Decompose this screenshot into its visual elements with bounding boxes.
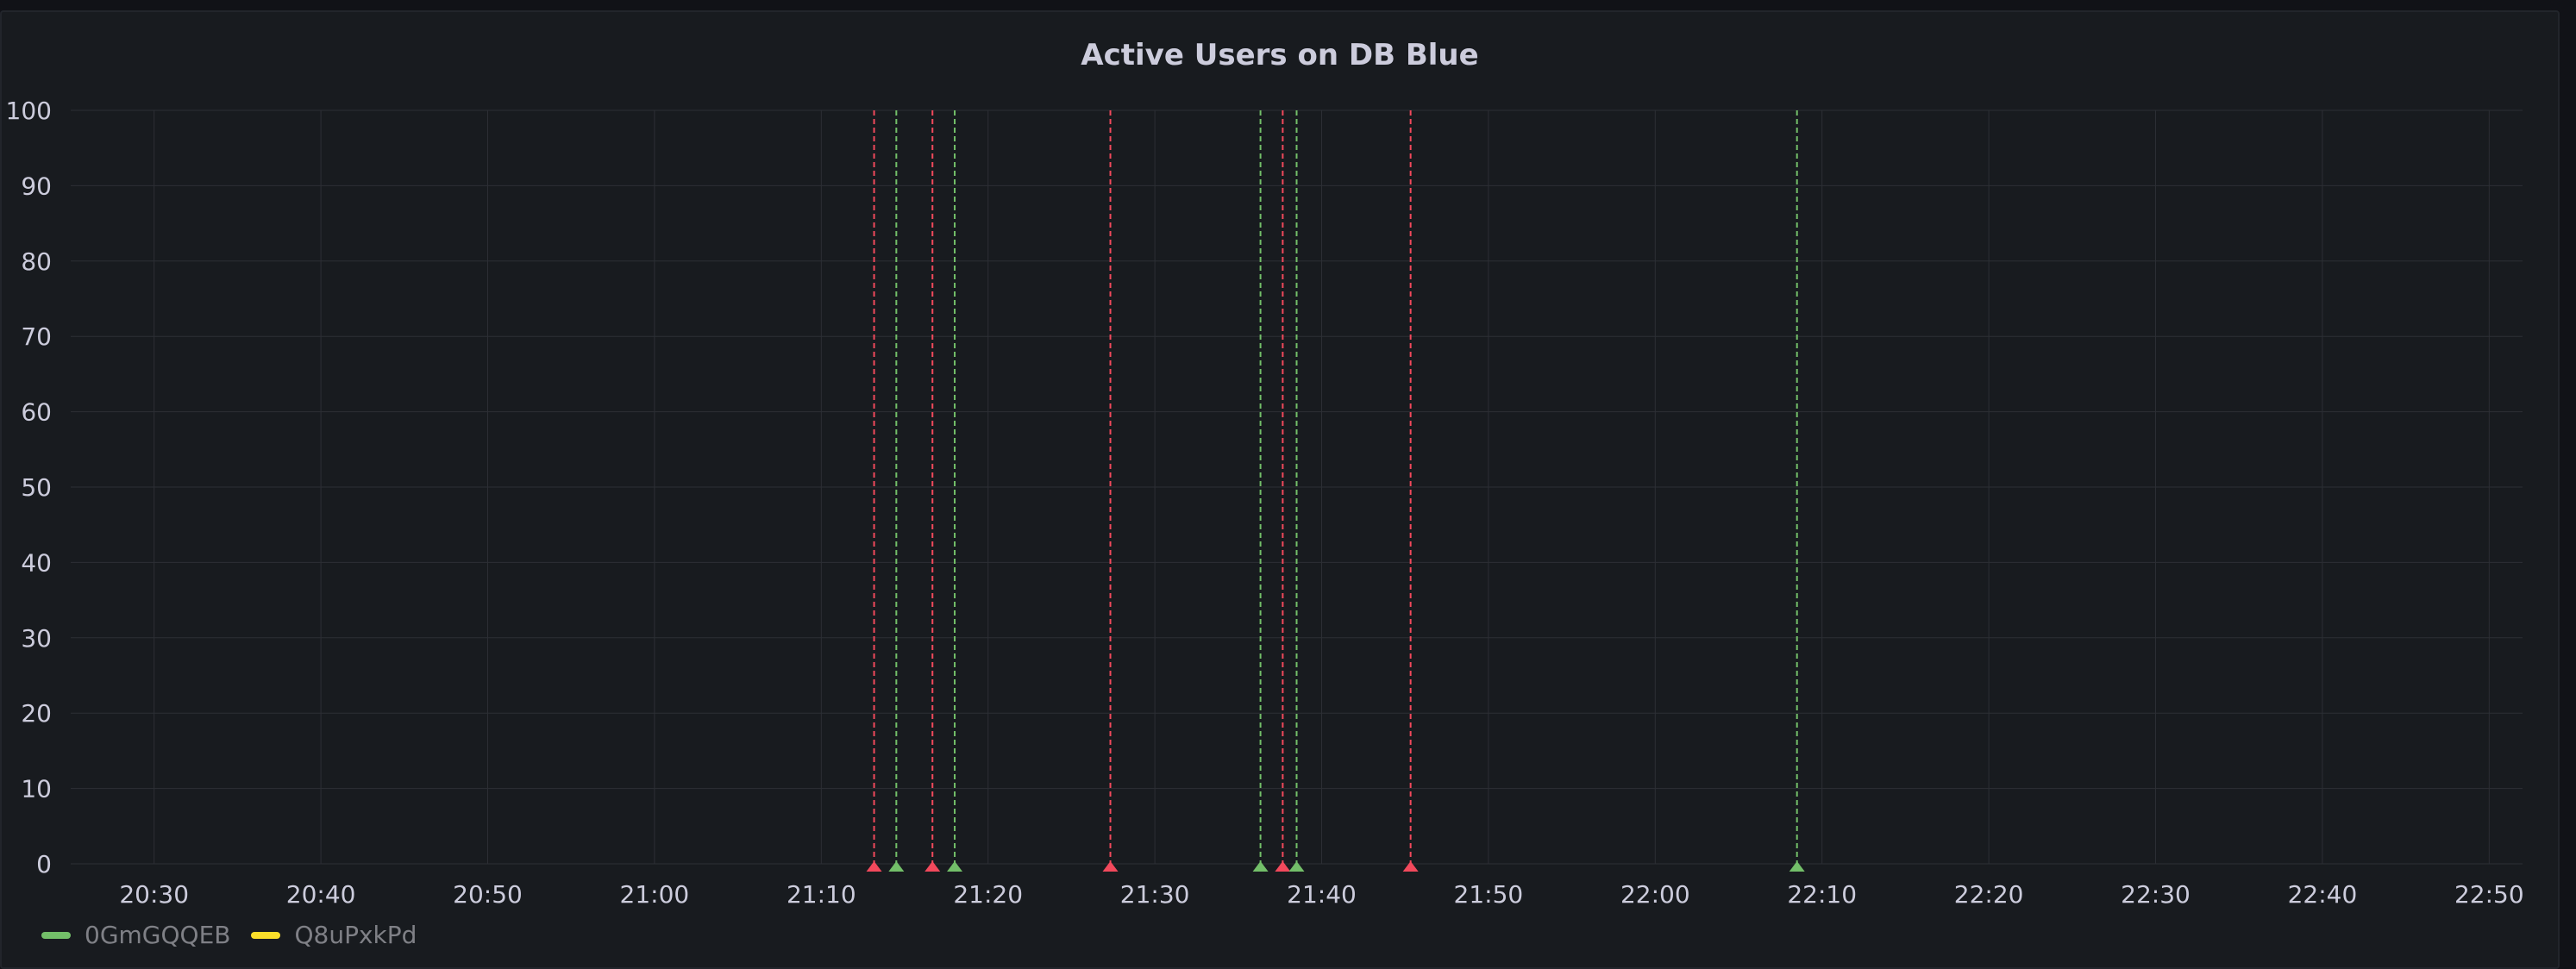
y-tick-label: 80 [21, 247, 52, 276]
x-tick-label: 20:30 [119, 880, 189, 909]
y-tick-label: 60 [21, 398, 52, 427]
y-tick-label: 90 [21, 172, 52, 200]
x-tick-label: 21:40 [1287, 880, 1357, 909]
x-tick-label: 21:30 [1120, 880, 1190, 909]
x-tick-label: 21:10 [787, 880, 856, 909]
annotation-marker[interactable] [1288, 861, 1305, 872]
chart-panel: Active Users on DB Blue [0, 10, 2560, 969]
y-tick-label: 40 [21, 548, 52, 577]
x-tick-label: 21:00 [620, 880, 690, 909]
legend-label: 0GmGQQEB [85, 921, 231, 949]
annotation-marker[interactable] [866, 861, 882, 872]
legend: 0GmGQQEB Q8uPxkPd [41, 921, 417, 949]
annotation-marker[interactable] [1102, 861, 1119, 872]
legend-item[interactable]: Q8uPxkPd [251, 921, 417, 949]
legend-swatch [41, 931, 71, 939]
annotations [866, 110, 1805, 872]
annotation-marker[interactable] [1252, 861, 1269, 872]
y-tick-label: 20 [21, 699, 52, 728]
legend-label: Q8uPxkPd [294, 921, 417, 949]
legend-item[interactable]: 0GmGQQEB [41, 921, 230, 949]
legend-swatch [251, 931, 281, 939]
y-axis: 0 10 20 30 40 50 60 70 80 90 100 [6, 97, 52, 878]
annotation-marker[interactable] [888, 861, 905, 872]
x-tick-label: 22:40 [2288, 880, 2358, 909]
annotation-marker[interactable] [1402, 861, 1419, 872]
panel-title[interactable]: Active Users on DB Blue [1081, 38, 1479, 72]
y-tick-label: 70 [21, 322, 52, 351]
x-tick-label: 21:50 [1454, 880, 1524, 909]
x-tick-label: 22:10 [1787, 880, 1857, 909]
x-tick-label: 20:50 [453, 880, 523, 909]
x-tick-label: 22:00 [1620, 880, 1690, 909]
y-tick-label: 0 [36, 850, 52, 878]
y-tick-label: 10 [21, 775, 52, 803]
annotation-marker[interactable] [924, 861, 941, 872]
y-tick-label: 30 [21, 624, 52, 653]
x-tick-label: 20:40 [286, 880, 356, 909]
annotation-marker[interactable] [947, 861, 963, 872]
x-axis: 20:30 20:40 20:50 21:00 21:10 21:20 21:30 21:40… [119, 880, 2523, 909]
annotation-marker[interactable] [1789, 861, 1805, 872]
y-tick-label: 100 [6, 97, 52, 125]
x-tick-label: 21:20 [953, 880, 1023, 909]
x-tick-label: 22:20 [1954, 880, 2024, 909]
x-tick-label: 22:50 [2454, 880, 2524, 909]
annotation-marker[interactable] [1275, 861, 1291, 872]
x-tick-label: 22:30 [2121, 880, 2191, 909]
y-tick-label: 50 [21, 473, 52, 502]
grid-lines [71, 109, 2523, 865]
